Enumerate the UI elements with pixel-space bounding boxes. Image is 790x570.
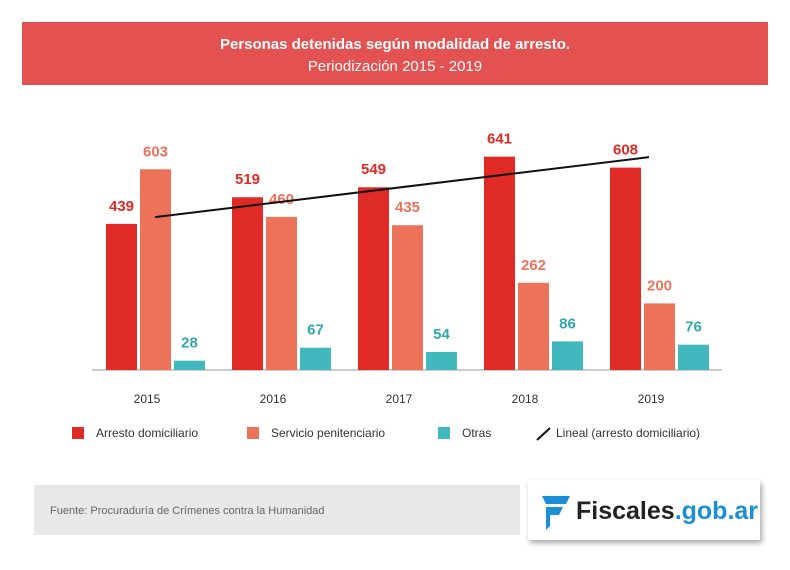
data-label: 460 [269,191,294,208]
logo-main: Fiscales [576,497,675,525]
data-label: 549 [361,161,386,178]
trend-line [154,156,650,219]
legend-swatch [247,427,259,439]
bar [518,282,549,370]
bar [644,303,675,370]
logo-text: Fiscales.gob.ar [576,497,758,525]
data-label: 519 [235,171,260,188]
bar [426,352,457,370]
data-label: 200 [647,277,672,294]
bar [106,223,137,370]
logo-domain: .gob.ar [675,497,759,525]
legend-label: Arresto domiciliario [96,426,198,440]
data-label: 439 [109,198,134,215]
legend-label: Servicio penitenciario [271,426,385,440]
bar [300,347,331,370]
logo-box [528,480,760,540]
x-tick-label: 2018 [512,392,539,406]
chart-title: Personas detenidas según modalidad de ar… [220,36,570,53]
bar [392,225,423,370]
data-label: 28 [181,335,198,352]
bar [610,167,641,370]
data-label: 76 [685,319,702,336]
logo-icon [542,496,570,530]
data-label: 608 [613,142,638,159]
chart-subtitle: Periodización 2015 - 2019 [308,58,482,75]
bar [232,197,263,370]
data-label: 435 [395,199,420,216]
bar [358,187,389,370]
data-label: 262 [521,257,546,274]
data-label: 67 [307,322,324,339]
legend-label: Lineal (arresto domiciliario) [556,426,700,440]
data-label: 86 [559,315,576,332]
bar [266,216,297,370]
data-label: 603 [143,143,168,160]
bar [484,156,515,370]
legend-swatch [72,427,84,439]
x-tick-label: 2017 [386,392,413,406]
bar [552,341,583,370]
data-label: 641 [487,131,512,148]
legend-swatch [438,427,450,439]
x-tick-label: 2019 [638,392,665,406]
bar [140,169,171,370]
title-banner [22,22,768,85]
bar [174,360,205,370]
bar [678,344,709,370]
x-tick-label: 2016 [260,392,287,406]
data-label: 54 [433,326,450,343]
source-box [34,485,520,535]
legend-trend-icon [536,427,551,441]
x-tick-label: 2015 [134,392,161,406]
legend-label: Otras [462,426,491,440]
source: Fuente: Procuraduría de Crímenes contra … [50,505,325,517]
